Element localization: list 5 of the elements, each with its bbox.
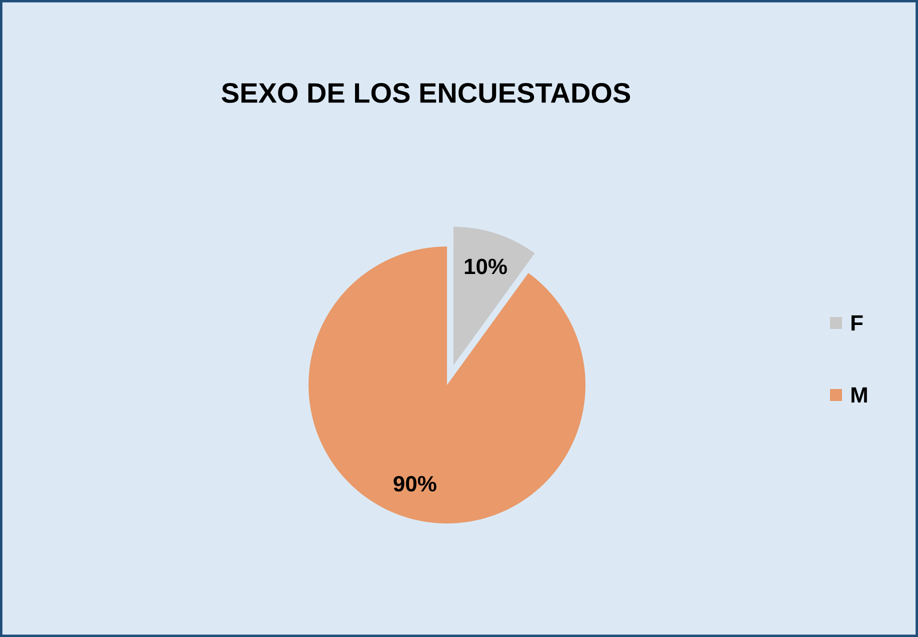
legend-label: M	[852, 387, 867, 403]
data-label: 90%	[394, 476, 436, 492]
data-label: 10%	[464, 258, 507, 274]
chart-title: SEXO DE LOS ENCUESTADOS	[222, 83, 630, 103]
legend-label: F	[852, 315, 863, 331]
